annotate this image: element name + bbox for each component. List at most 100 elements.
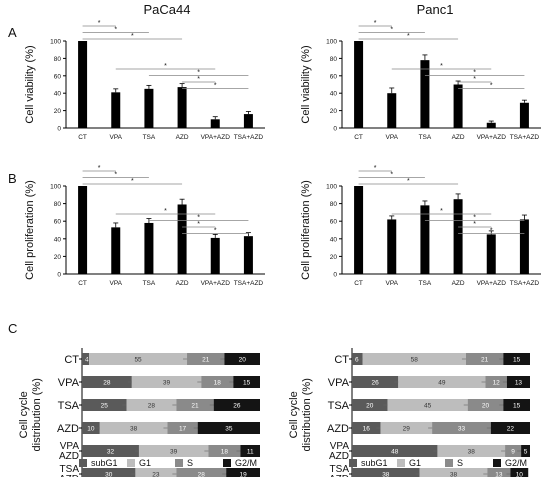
- x-tick-label: VPA+AZD: [477, 134, 507, 141]
- y-axis-label-line-1: Cell cycle: [18, 391, 30, 438]
- row-label-line: AZD: [329, 474, 349, 477]
- y-tick-label: 0: [57, 272, 61, 279]
- segment-value: 18: [214, 380, 222, 387]
- y-axis-label-line-2: distribution (%): [31, 378, 43, 451]
- bar-AZD: [177, 87, 187, 128]
- y-tick-label: 40: [54, 91, 62, 98]
- segment-G1: [380, 422, 433, 434]
- bar-AZD: [453, 199, 463, 274]
- bar-VPA: [387, 219, 397, 274]
- bar-CT: [354, 41, 364, 128]
- segment-G2/M: [233, 376, 260, 388]
- chart-title: PaCa44: [144, 2, 191, 17]
- y-tick-label: 100: [50, 39, 61, 46]
- y-tick-label: 60: [54, 219, 62, 226]
- y-tick-label: 40: [330, 236, 338, 243]
- segment-value: 45: [424, 403, 432, 410]
- significance-star: *: [197, 76, 200, 83]
- legend-label: subG1: [91, 458, 118, 468]
- segment-S: [176, 399, 214, 411]
- significance-star: *: [390, 27, 393, 34]
- bar-TSA: [144, 88, 154, 128]
- chart-A-right: Panc1 Cell viability (%) 0 20 40 60 80 100 CT VPA…: [300, 2, 541, 141]
- legend-swatch-G2/M: [493, 459, 501, 467]
- y-tick-label: 0: [333, 272, 337, 279]
- row-label: TSA: [328, 400, 350, 412]
- segment-value: 48: [391, 449, 399, 456]
- bar-CT: [78, 186, 88, 274]
- row-label-line: TSA: [60, 464, 80, 475]
- segment-value: 32: [107, 449, 115, 456]
- segment-G1: [135, 468, 177, 477]
- segment-subG1: [352, 376, 399, 388]
- x-tick-label: VPA+AZD: [201, 280, 231, 287]
- segment-value: 13: [515, 380, 523, 387]
- chart-B-right: Cell proliferation (%) 0 20 40 60 80 100 CT VPA T…: [300, 165, 541, 287]
- segment-value: 25: [101, 403, 109, 410]
- row-label: CT: [334, 354, 349, 366]
- y-tick-label: 80: [330, 201, 338, 208]
- segment-value: 21: [202, 357, 210, 364]
- legend-label: G2/M: [505, 458, 527, 468]
- row-label: VPA: [58, 377, 80, 389]
- segment-value: 20: [482, 403, 490, 410]
- segment-G1: [99, 422, 168, 434]
- y-axis-label: Cell proliferation (%): [24, 180, 36, 280]
- chart-title: Panc1: [417, 2, 454, 17]
- bar-VPA+AZD: [210, 237, 220, 274]
- segment-value: 19: [239, 472, 247, 477]
- segment-G2/M: [226, 468, 260, 477]
- y-tick-label: 80: [54, 201, 62, 208]
- row-label-line: VPA: [60, 441, 80, 452]
- segment-value: 20: [239, 357, 247, 364]
- legend-label: G1: [139, 458, 151, 468]
- y-tick-label: 0: [57, 126, 61, 133]
- segment-G1: [89, 353, 188, 365]
- bar-TSA+AZD: [243, 236, 253, 274]
- y-axis-label: Cell proliferation (%): [300, 180, 312, 280]
- chart-C-right: Cell cycle distribution (%) CT 6 58 21 15 VPA 26…: [288, 348, 530, 477]
- segment-value: 11: [247, 449, 254, 456]
- bar-VPA+AZD: [210, 119, 220, 128]
- row-label: VPA: [328, 377, 350, 389]
- significance-star: *: [197, 221, 200, 228]
- significance-star: *: [473, 70, 476, 77]
- segment-value: 49: [438, 380, 446, 387]
- segment-value: 16: [363, 426, 371, 433]
- segment-value: 38: [450, 472, 458, 477]
- y-tick-label: 80: [54, 56, 62, 63]
- y-tick-label: 60: [330, 73, 338, 80]
- bar-TSA: [144, 222, 154, 274]
- y-tick-label: 60: [54, 73, 62, 80]
- y-tick-label: 60: [330, 219, 338, 226]
- segment-S: [467, 399, 504, 411]
- segment-value: 38: [382, 472, 390, 477]
- segment-subG1: [352, 422, 381, 434]
- significance-star: *: [131, 178, 134, 185]
- bar-VPA: [111, 227, 121, 274]
- segment-subG1: [352, 399, 388, 411]
- significance-star: *: [114, 172, 117, 179]
- segment-value: 21: [191, 403, 199, 410]
- x-tick-label: VPA: [385, 280, 398, 287]
- segment-G2/M: [510, 468, 529, 477]
- row-label: AZD: [57, 423, 79, 435]
- chart-B-left: Cell proliferation (%) 0 20 40 60 80 100 CT VPA T…: [24, 165, 265, 287]
- segment-value: 5: [524, 449, 528, 456]
- x-tick-label: VPA: [385, 134, 398, 141]
- segment-subG1: [352, 468, 420, 477]
- legend-label: S: [187, 458, 193, 468]
- significance-star: *: [473, 76, 476, 83]
- significance-star: *: [490, 83, 493, 90]
- segment-value: 28: [198, 472, 206, 477]
- significance-star: *: [374, 20, 377, 27]
- bar-CT: [78, 41, 88, 128]
- significance-star: *: [390, 172, 393, 179]
- x-tick-label: CT: [354, 134, 363, 141]
- row-label-line: TSA: [330, 464, 350, 475]
- x-tick-label: AZD: [176, 280, 189, 287]
- row-label: CT: [64, 354, 79, 366]
- segment-subG1: [82, 468, 136, 477]
- segment-value: 38: [468, 449, 476, 456]
- segment-S: [487, 468, 511, 477]
